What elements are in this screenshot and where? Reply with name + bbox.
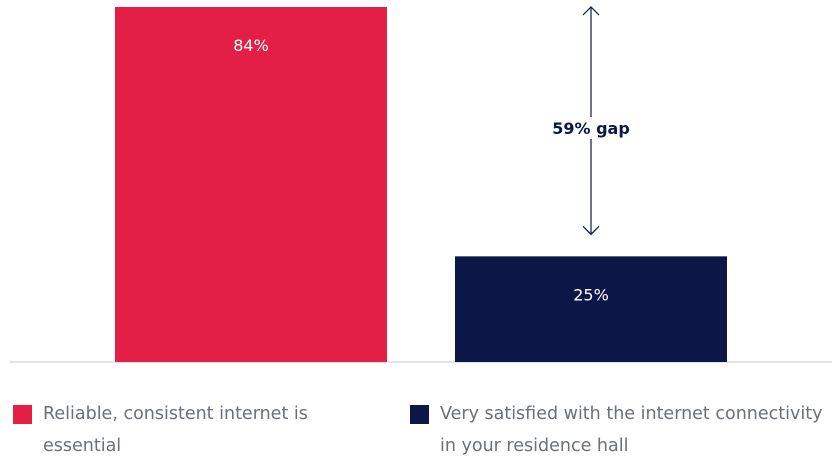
- gap-label: 59% gap: [552, 119, 630, 138]
- arrow-down-icon: [582, 225, 600, 236]
- legend-item-essential: Reliable, consistent internet is essenti…: [13, 398, 343, 462]
- legend-swatch-navy: [410, 405, 429, 424]
- bar-label-essential: 84%: [233, 36, 269, 55]
- arrow-up-icon: [582, 6, 600, 16]
- gap-annotation: 59% gap: [549, 6, 633, 236]
- legend-item-satisfied: Very satisfied with the internet connect…: [410, 398, 838, 462]
- bar-essential: [115, 7, 387, 362]
- bar-satisfied: [455, 256, 727, 362]
- legend-label-satisfied: Very satisfied with the internet connect…: [440, 404, 823, 456]
- legend-label-essential: Reliable, consistent internet is essenti…: [43, 404, 308, 456]
- gap-label-background: [549, 117, 633, 139]
- bar-label-satisfied: 25%: [573, 285, 609, 304]
- legend-swatch-red: [13, 405, 32, 424]
- bar-chart: 84% 25% 59% gap: [10, 6, 832, 363]
